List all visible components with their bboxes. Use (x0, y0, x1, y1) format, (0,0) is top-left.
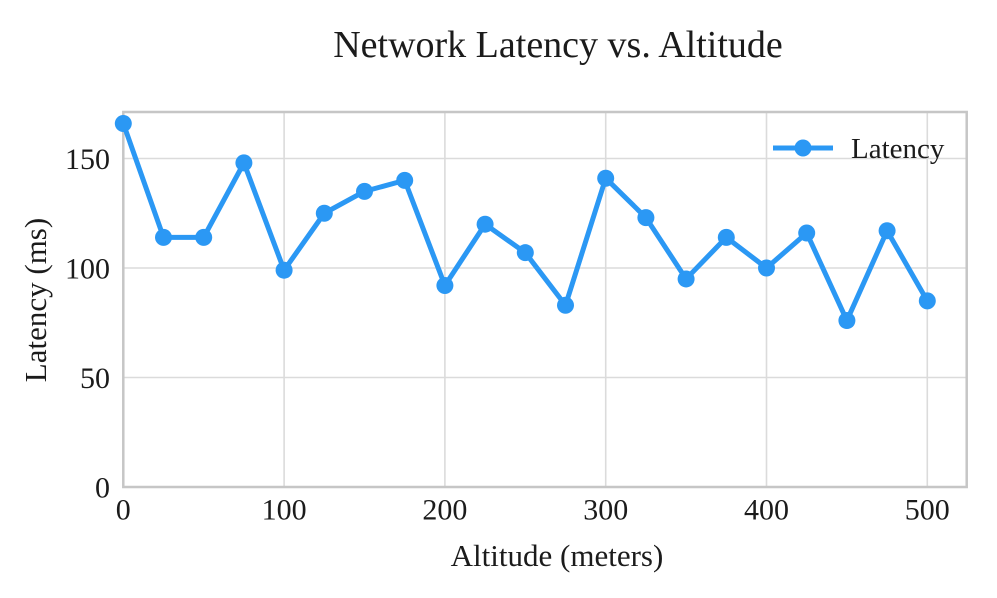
series-layer (114, 114, 936, 330)
data-point (758, 259, 775, 277)
tick-labels: 0 100 200 300 400 500 0 50 100 150 (65, 143, 950, 527)
data-point (114, 114, 132, 132)
x-tick-label: 300 (583, 494, 628, 527)
data-point (717, 228, 735, 246)
legend-marker-icon (794, 139, 812, 157)
data-point (557, 296, 574, 314)
data-point (195, 228, 213, 246)
data-point (396, 171, 414, 189)
chart-title: Network Latency vs. Altitude (333, 24, 783, 66)
data-point (275, 261, 293, 279)
data-point (677, 270, 695, 288)
data-point (235, 154, 253, 172)
legend: Latency (773, 133, 945, 165)
x-tick-label: 500 (905, 494, 950, 527)
data-point (315, 204, 333, 222)
y-tick-label: 50 (80, 362, 110, 395)
data-point (155, 228, 172, 246)
x-tick-label: 100 (262, 494, 307, 527)
data-point (918, 292, 936, 310)
plot-border (122, 110, 968, 489)
data-point (838, 312, 856, 330)
data-point (597, 169, 615, 187)
y-tick-label: 150 (65, 143, 110, 176)
y-tick-label: 100 (65, 253, 110, 286)
data-point (516, 244, 534, 262)
y-tick-label: 0 (95, 472, 110, 505)
data-point (476, 215, 494, 233)
legend-entry-label: Latency (851, 133, 945, 165)
data-point (356, 182, 373, 200)
data-point (798, 224, 816, 242)
x-tick-label: 0 (116, 494, 131, 527)
y-axis-label: Latency (ms) (18, 218, 53, 382)
x-axis-label: Altitude (meters) (451, 538, 664, 573)
data-point (637, 209, 655, 227)
data-point (878, 222, 896, 240)
x-tick-label: 200 (422, 494, 467, 527)
data-point (436, 277, 454, 295)
x-tick-label: 400 (744, 494, 789, 527)
